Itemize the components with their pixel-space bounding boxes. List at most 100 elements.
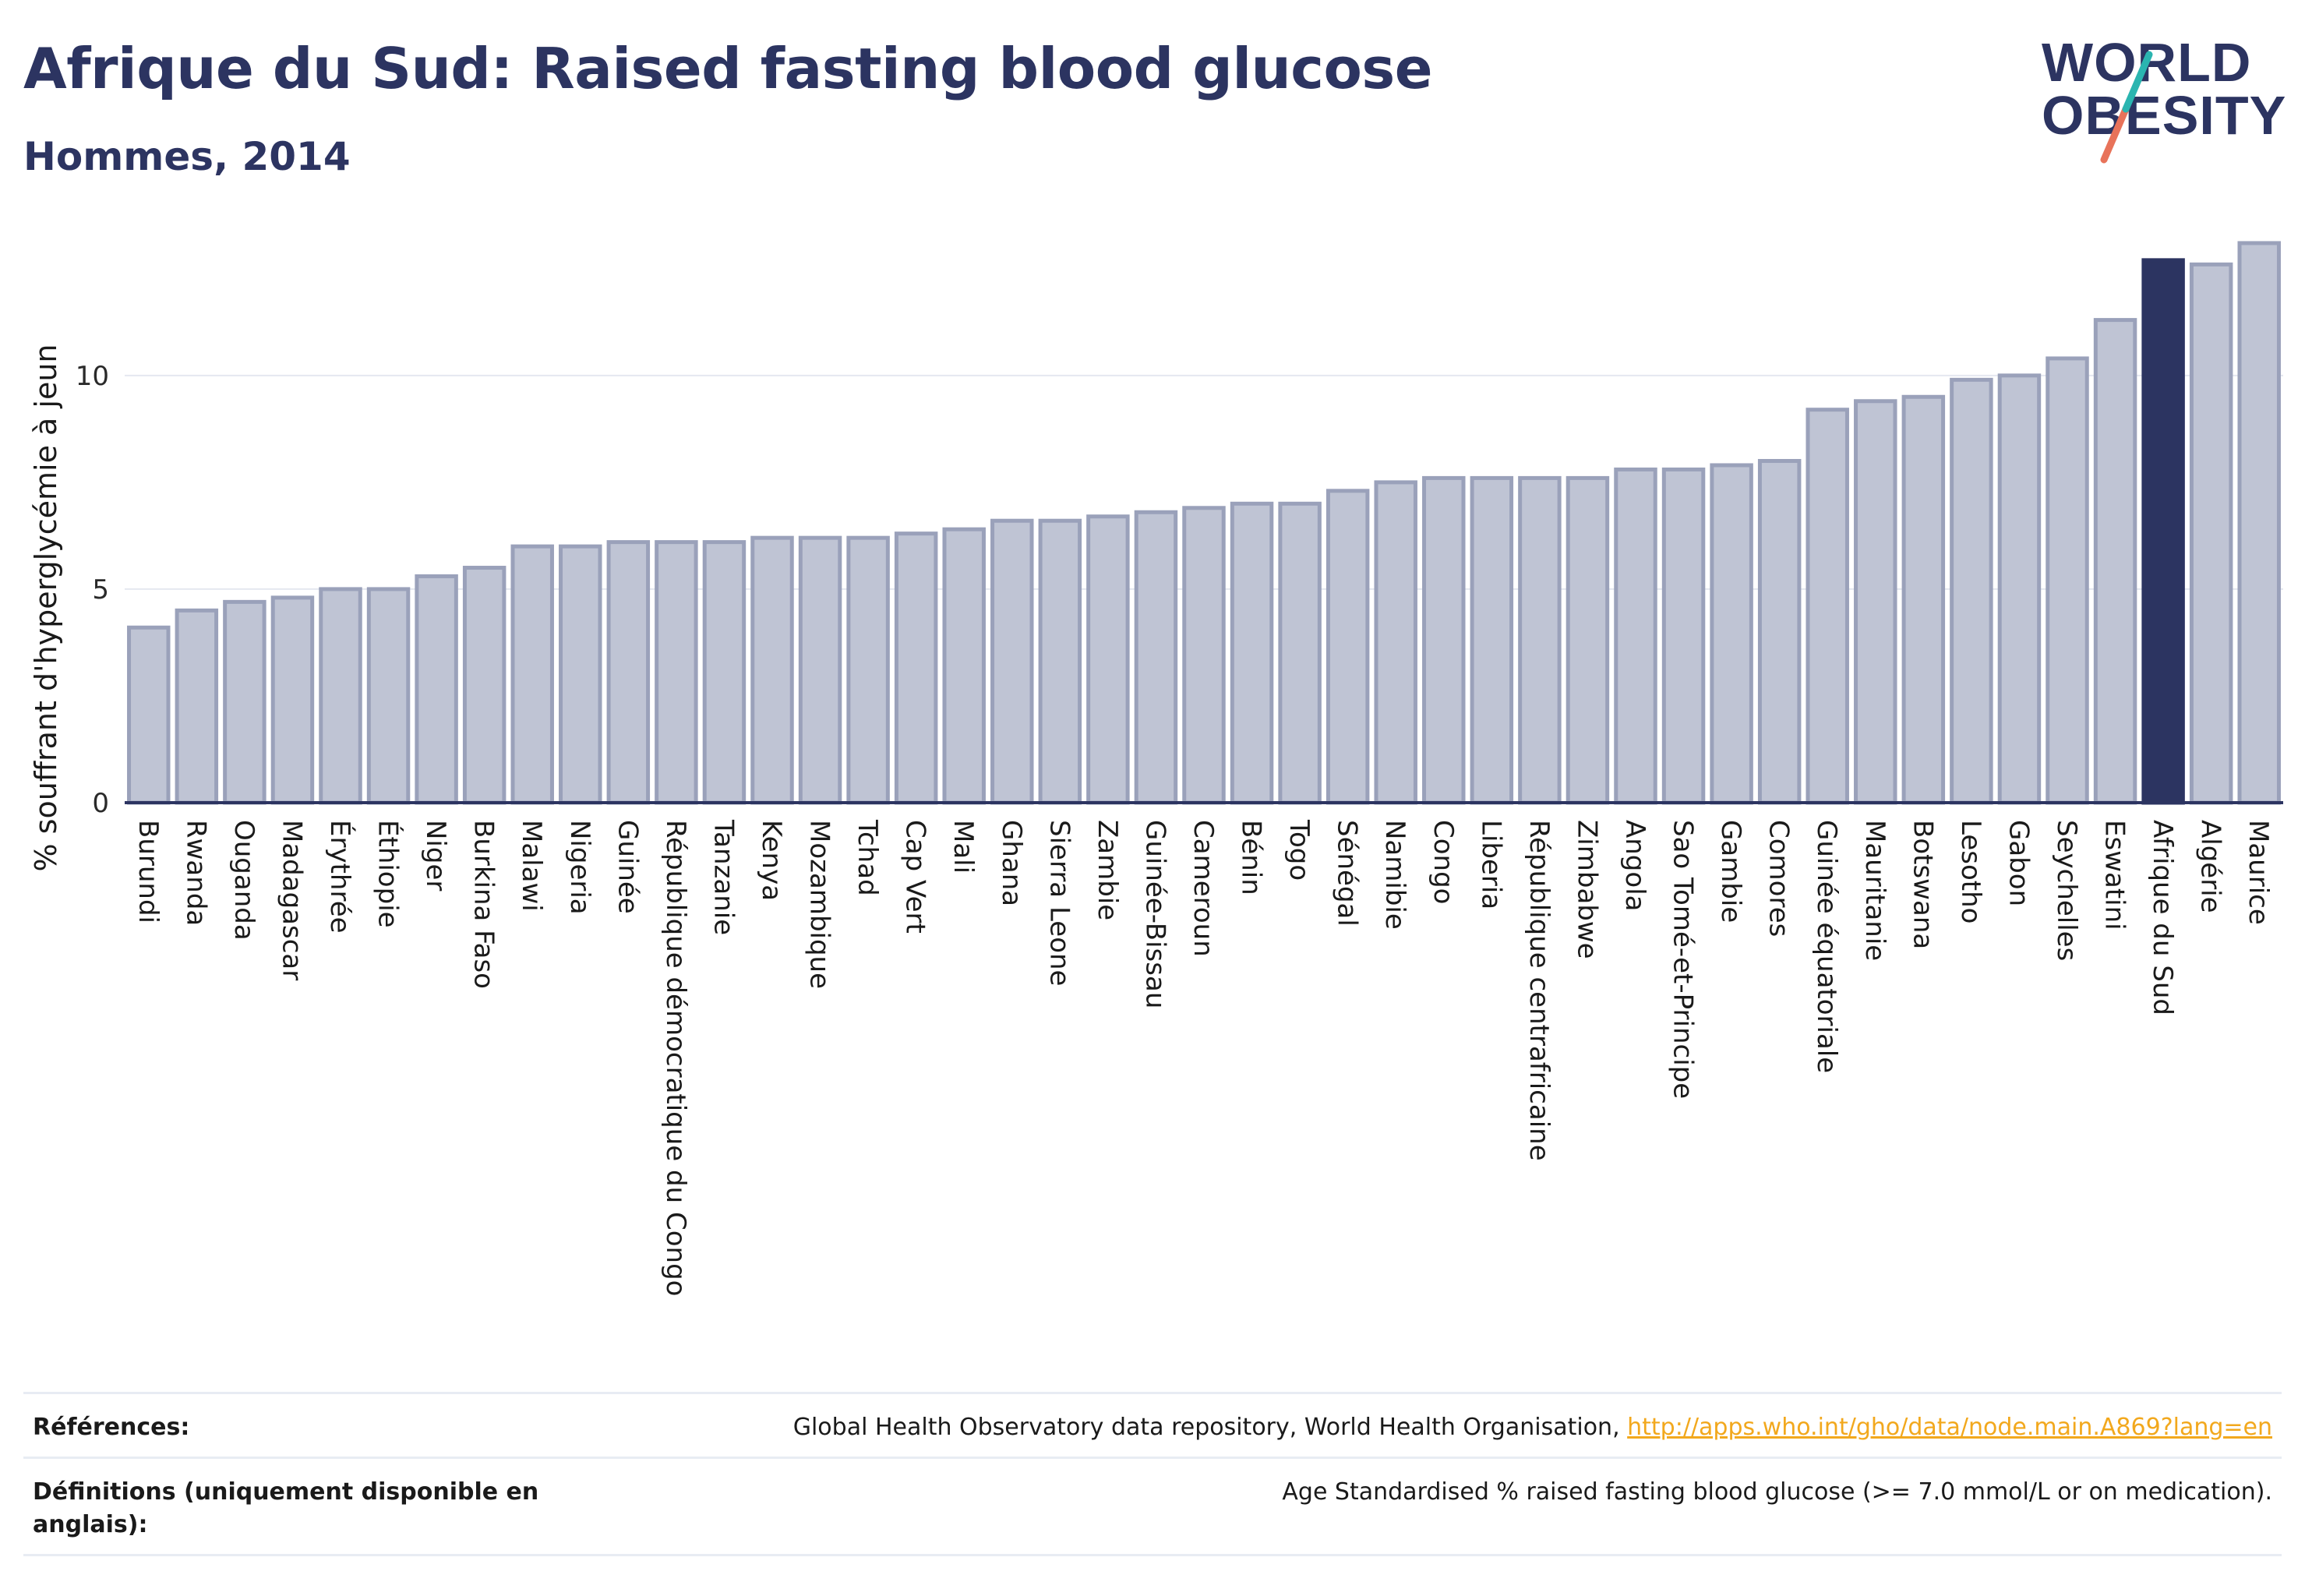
x-tick-label-38: Lesotho	[1955, 820, 1986, 923]
bar-35	[1806, 408, 1849, 805]
x-tick-label-30: Zimbabwe	[1571, 820, 1602, 959]
bar-33	[1710, 463, 1753, 805]
x-tick-label-7: Burkina Faso	[468, 820, 499, 989]
bar-6	[415, 574, 458, 805]
definitions-label: Définitions (uniquement disponible en an…	[33, 1478, 539, 1538]
x-tick-label-12: Tanzanie	[708, 819, 739, 935]
bar-20	[1086, 514, 1130, 805]
x-tick-label-6: Niger	[420, 820, 451, 891]
bar-9	[559, 544, 602, 805]
x-tick-label-4: Érythrée	[324, 820, 356, 934]
x-tick-label-44: Maurice	[2243, 820, 2274, 925]
bar-22	[1182, 506, 1226, 805]
x-tick-label-2: Ouganda	[228, 820, 259, 941]
x-tick-label-21: Guinée-Bissau	[1139, 820, 1170, 1008]
y-tick-label-0: 0	[92, 788, 109, 819]
bar-37	[1901, 394, 1946, 805]
x-tick-label-9: Nigeria	[564, 820, 595, 915]
bar-12	[702, 540, 747, 805]
x-tick-label-35: Guinée équatoriale	[1811, 820, 1842, 1073]
bar-25	[1325, 489, 1370, 805]
references-value: Global Health Observatory data repositor…	[793, 1411, 2272, 1444]
bar-26	[1374, 480, 1417, 805]
y-tick-label-1: 5	[92, 574, 109, 606]
bar-16	[894, 531, 938, 805]
bar-1	[175, 608, 219, 805]
x-tick-label-33: Gambie	[1715, 820, 1746, 923]
y-tick-label-2: 10	[76, 361, 109, 392]
bar-44	[2237, 241, 2281, 805]
bar-7	[462, 566, 507, 805]
x-tick-label-34: Comores	[1763, 820, 1795, 937]
bar-29	[1518, 475, 1562, 805]
bar-11	[655, 540, 698, 805]
bar-21	[1134, 510, 1178, 805]
bar-8	[510, 544, 554, 805]
x-tick-label-0: Burundi	[132, 820, 164, 923]
bar-36	[1854, 399, 1897, 805]
x-tick-label-37: Botswana	[1907, 820, 1938, 949]
bar-38	[1950, 377, 1993, 805]
bar-23	[1230, 501, 1274, 805]
x-tick-label-11: République démocratique du Congo	[660, 820, 691, 1296]
x-tick-label-22: Cameroun	[1188, 820, 1219, 957]
x-tick-label-39: Gabon	[2003, 820, 2034, 906]
x-tick-label-31: Angola	[1619, 820, 1650, 911]
bar-13	[750, 535, 794, 805]
x-tick-label-40: Seychelles	[2051, 820, 2082, 961]
y-axis-label: % souffrant d'hyperglycémie à jeun	[29, 344, 63, 871]
x-tick-label-14: Mozambique	[804, 820, 835, 989]
references-row: Références: Global Health Observatory da…	[23, 1392, 2282, 1457]
x-tick-label-5: Éthiopie	[372, 820, 404, 928]
x-tick-label-28: Liberia	[1475, 820, 1506, 909]
x-tick-label-26: Namibie	[1379, 820, 1410, 930]
bar-32	[1661, 467, 1706, 805]
x-tick-label-16: Cap Vert	[900, 820, 931, 934]
bar-2	[223, 599, 267, 805]
bar-42	[2141, 258, 2185, 805]
bar-17	[942, 527, 986, 805]
x-tick-label-18: Ghana	[996, 820, 1027, 906]
x-tick-label-42: Afrique du Sud	[2147, 820, 2178, 1015]
bar-18	[990, 518, 1034, 805]
x-tick-label-17: Mali	[948, 820, 979, 874]
x-tick-label-3: Madagascar	[276, 820, 307, 980]
x-tick-label-29: République centrafricaine	[1523, 820, 1555, 1161]
bar-5	[366, 587, 411, 805]
definitions-row: Définitions (uniquement disponible en an…	[23, 1457, 2282, 1556]
x-tick-label-43: Algérie	[2195, 820, 2226, 913]
x-tick-label-15: Tchad	[852, 819, 883, 896]
world-obesity-logo[interactable]: WORLD OBESITY	[2026, 23, 2291, 164]
x-tick-label-41: Eswatini	[2099, 820, 2130, 930]
x-tick-label-32: Sao Tomé-et-Principe	[1668, 820, 1699, 1099]
bar-15	[846, 535, 890, 805]
x-tick-label-13: Kenya	[756, 820, 787, 901]
bar-3	[270, 595, 315, 805]
x-tick-label-27: Congo	[1428, 820, 1459, 904]
chart-footer: Références: Global Health Observatory da…	[23, 1392, 2282, 1556]
bar-28	[1470, 475, 1514, 805]
bar-43	[2189, 262, 2233, 805]
bar-40	[2046, 356, 2089, 805]
x-tick-label-25: Sénégal	[1332, 820, 1363, 927]
bar-10	[606, 540, 651, 805]
x-tick-label-36: Mauritanie	[1859, 820, 1890, 961]
bar-30	[1565, 475, 1610, 805]
x-tick-label-19: Sierra Leone	[1043, 820, 1075, 986]
x-tick-label-10: Guinée	[612, 820, 643, 914]
x-tick-label-20: Zambie	[1092, 820, 1123, 920]
bar-24	[1278, 501, 1322, 805]
bar-34	[1757, 458, 1802, 805]
bar-chart: 0 5 10 % souffrant d'hyperglycémie à jeun Bu…	[29, 241, 2283, 1296]
bar-31	[1614, 467, 1657, 805]
bar-41	[2093, 318, 2137, 805]
bar-19	[1038, 518, 1082, 805]
bar-27	[1422, 475, 1466, 805]
references-link[interactable]: http://apps.who.int/gho/data/node.main.A…	[1627, 1414, 2272, 1441]
definitions-value: Age Standardised % raised fasting blood …	[1282, 1478, 2272, 1506]
references-label: Références:	[33, 1414, 190, 1441]
logo-slash-icon	[2100, 51, 2153, 164]
chart-subtitle: Hommes, 2014	[23, 134, 351, 179]
logo-line-2: OBESITY	[2042, 85, 2287, 146]
chart-title: Afrique du Sud: Raised fasting blood glu…	[23, 36, 1433, 101]
